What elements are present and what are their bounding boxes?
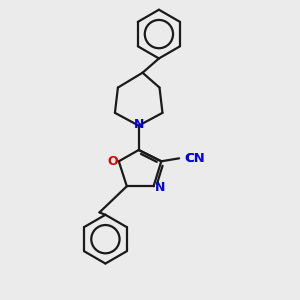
Text: O: O (107, 155, 118, 168)
Text: C: C (185, 152, 194, 165)
Text: N: N (134, 118, 144, 130)
Text: N: N (155, 181, 165, 194)
Text: CN: CN (185, 152, 206, 165)
